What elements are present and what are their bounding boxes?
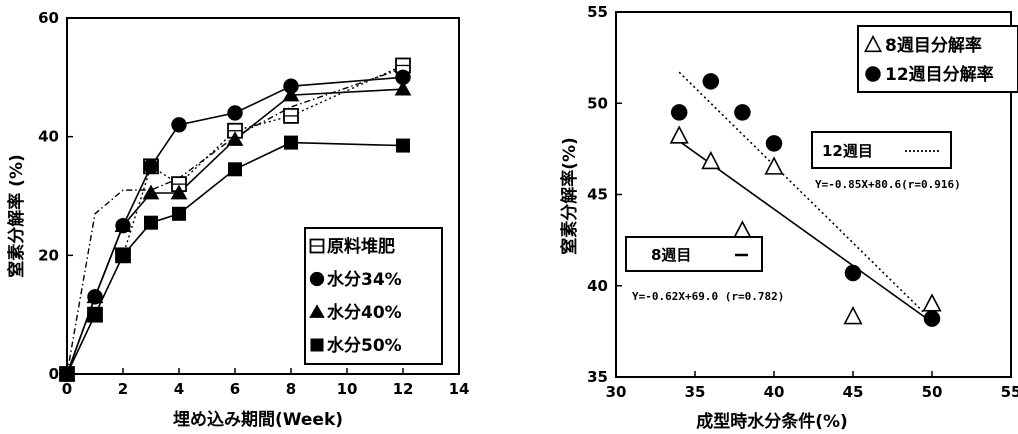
chart1-data-point	[283, 78, 299, 94]
chart1-x-tick-label: 6	[230, 380, 240, 398]
chart1-x-tick-label: 8	[286, 380, 296, 398]
chart2-data-point	[732, 220, 752, 239]
chart1-data-point	[227, 105, 243, 121]
chart2-data-point	[923, 310, 941, 327]
chart1-legend-label: 水分50%	[327, 335, 402, 356]
chart1-x-tick-label: 4	[174, 380, 184, 398]
chart1-data-point	[284, 135, 298, 150]
chart1-legend-label: 水分40%	[327, 302, 402, 323]
chart1-legend-label: 原料堆肥	[327, 236, 395, 257]
chart1-data-point	[283, 108, 299, 124]
chart1-x-axis-title: 埋め込み期間(Week)	[173, 410, 343, 430]
chart2-y-tick-label: 55	[587, 3, 608, 21]
chart1-y-tick-label: 40	[38, 128, 59, 146]
chart2-regression-lines	[678, 71, 933, 323]
chart2-y-tick-label: 50	[587, 94, 608, 112]
chart1-data-point	[142, 184, 160, 200]
chart1-series-points	[58, 57, 412, 382]
chart1-data-point	[143, 158, 159, 175]
chart2-data-point	[669, 125, 689, 144]
chart1-data-point	[114, 217, 132, 232]
chart2-y-tick-label: 35	[587, 368, 608, 386]
chart1-series-line	[66, 88, 404, 375]
chart1-data-point	[116, 248, 130, 263]
chart2-data-point	[734, 104, 751, 121]
regression-label-8wk: 8週目	[625, 236, 763, 272]
chart2-data-point	[701, 150, 721, 170]
chart1-x-tick-label: 0	[62, 380, 72, 398]
chart2-legend-label: 12週目分解率	[885, 64, 994, 85]
chart1-x-tick-label: 14	[449, 380, 470, 398]
chart2-x-tick-label: 35	[685, 383, 706, 401]
chart2-data-point	[843, 306, 863, 325]
chart1-legend-box	[304, 227, 443, 365]
chart2-x-tick-label: 50	[922, 383, 943, 401]
chart2-regression-line	[678, 71, 933, 321]
chart2-legend-box	[857, 25, 1018, 93]
regression-equation-8wk: Y=-0.62X+69.0 (r=0.782)	[632, 290, 784, 303]
chart1-legend-marker	[309, 304, 325, 318]
chart2-data-point	[844, 264, 862, 282]
chart2-x-tick-label: 30	[606, 383, 627, 401]
chart1-data-point	[396, 138, 410, 153]
moisture-time-chart: 0 2 4 6 8 10 12 14 0 20 40 60 埋め込み期間(Week) 窒素分解率 (%…	[6, 9, 469, 430]
chart1-data-point	[170, 184, 188, 200]
chart2-y-axis-title: 窒素分解率(%)	[559, 137, 580, 255]
chart2-regression-line	[678, 140, 933, 323]
chart2-y-tick-label: 45	[587, 186, 608, 204]
chart2-series-points	[669, 73, 942, 327]
chart1-data-point	[395, 69, 411, 86]
regression-equation-12wk: Y=-0.85X+80.6(r=0.916)	[815, 178, 961, 191]
chart1-x-tick-label: 12	[393, 380, 414, 398]
chart1-data-point	[172, 206, 186, 221]
regression-label-12wk-text: 12週目	[822, 142, 873, 160]
chart1-data-point	[60, 367, 74, 381]
chart1-legend-marker	[310, 338, 324, 352]
chart1-y-tick-label: 60	[38, 9, 59, 27]
chart1-series-lines	[66, 64, 404, 375]
chart1-y-tick-label: 0	[49, 365, 59, 383]
regression-label-8wk-box	[625, 236, 763, 272]
chart2-x-tick-label: 40	[764, 383, 785, 401]
chart2-data-point	[764, 156, 784, 175]
chart1-data-point	[171, 117, 187, 133]
chart1-x-tick-label: 2	[118, 380, 128, 398]
chart1-y-axis-title: 窒素分解率 (%)	[6, 154, 27, 278]
chart1-axes: 0 2 4 6 8 10 12 14 0 20 40 60	[38, 9, 469, 398]
chart1-data-point	[88, 307, 102, 322]
chart2-x-tick-label: 55	[1001, 383, 1018, 401]
regression-label-12wk-box	[811, 131, 952, 169]
chart1-data-point	[282, 86, 300, 102]
chart1-data-point	[144, 215, 158, 230]
chart2-y-tick-label: 40	[587, 277, 608, 295]
chart2-legend: 8週目分解率 12週目分解率	[857, 25, 1018, 93]
regression-label-12wk: 12週目	[811, 131, 952, 169]
chart1-data-point	[228, 162, 242, 177]
chart2-legend-marker	[863, 34, 883, 53]
chart2-x-axis-title: 成型時水分条件(%)	[696, 411, 848, 432]
chart2-data-point	[922, 293, 942, 312]
chart1-data-point	[86, 288, 104, 304]
chart2-legend-marker	[865, 66, 881, 82]
chart1-data-point	[226, 131, 244, 146]
chart2-data-point	[702, 73, 720, 90]
chart1-x-tick-label: 10	[337, 380, 358, 398]
chart1-data-point	[394, 80, 412, 96]
chart1-plot-frame	[66, 17, 460, 375]
chart1-legend-marker	[309, 238, 325, 254]
regression-label-8wk-text: 8週目	[651, 246, 691, 264]
chart1-series-line	[66, 67, 404, 375]
chart2-legend-label: 8週目分解率	[885, 35, 982, 56]
chart2-data-point	[670, 104, 688, 121]
chart2-data-point	[765, 135, 783, 152]
chart1-series-line	[66, 141, 404, 375]
chart1-legend-marker	[309, 271, 325, 287]
chart1-y-tick-label: 20	[38, 246, 59, 264]
chart1-legend-label: 水分34%	[327, 269, 402, 290]
chart2-x-tick-label: 45	[843, 383, 864, 401]
